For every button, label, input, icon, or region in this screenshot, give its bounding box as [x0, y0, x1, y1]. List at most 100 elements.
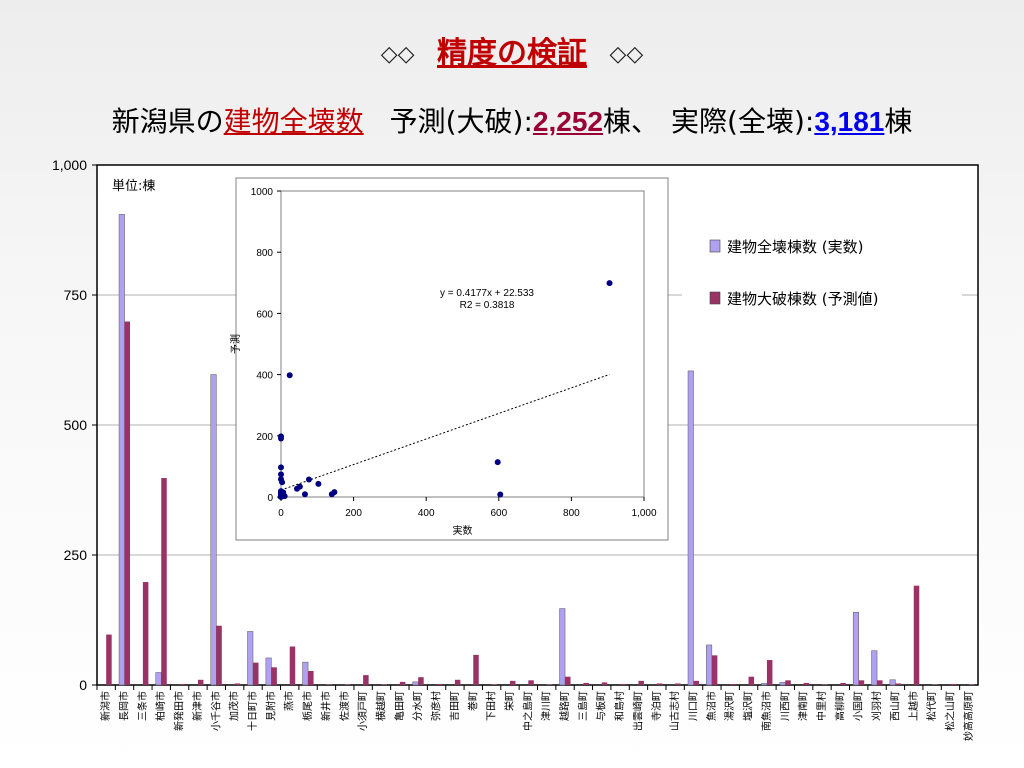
bar-category-label: 高柳町 [833, 691, 846, 721]
bar-category-label: 山古志村 [668, 691, 681, 731]
scatter-x-tick-label: 200 [345, 508, 362, 519]
bar-actual [265, 657, 272, 686]
bar-predicted [858, 680, 865, 685]
bar-predicted [840, 682, 846, 685]
title-decoration-left: ◇◇ [380, 42, 415, 67]
scatter-point [606, 280, 613, 287]
scatter-y-tick-label: 800 [256, 248, 273, 259]
bar-y-tick-label: 750 [64, 287, 88, 303]
scatter-plot-area [280, 190, 645, 498]
bar-predicted [803, 682, 810, 685]
bar-category-label: 上越市 [907, 691, 920, 721]
bar-predicted [620, 683, 626, 685]
bar-predicted [656, 683, 663, 685]
scatter-x-axis-label: 実数 [453, 524, 473, 537]
bar-category-label: 新井市 [319, 691, 332, 721]
bar-predicted [326, 684, 332, 685]
bar-y-tick-label: 0 [79, 677, 87, 693]
bar-predicted [308, 670, 314, 685]
bar-predicted [491, 684, 498, 685]
scatter-point [278, 464, 284, 471]
scatter-point [278, 435, 284, 442]
legend-swatch [709, 291, 721, 305]
scatter-point [301, 491, 308, 498]
bar-predicted [418, 677, 424, 685]
bar-predicted [785, 680, 791, 685]
scatter-y-tick-label: 200 [256, 432, 273, 443]
bar-actual [210, 374, 217, 686]
regression-equation: y = 0.4177x + 22.533 [440, 288, 534, 299]
bar-predicted [528, 680, 534, 685]
bar-actual [761, 683, 768, 686]
bar-category-label: 与板町 [595, 691, 608, 721]
bar-category-label: 妙高高原町 [962, 691, 975, 741]
bar-category-label: 小千谷市 [209, 691, 222, 731]
bar-predicted [565, 676, 571, 685]
bar-predicted [161, 478, 167, 685]
bar-actual [412, 681, 419, 686]
bar-predicted [234, 683, 241, 685]
scatter-y-tick-label: 400 [256, 371, 273, 382]
bar-category-label: 巻町 [467, 691, 479, 711]
bar-predicted [509, 680, 516, 685]
predicted-value: 2,252 [532, 106, 603, 137]
bar-predicted [381, 684, 387, 685]
bar-category-label: 三島町 [576, 691, 589, 721]
slide-subtitle: 新潟県の建物全壊数 予測(大破):2,252棟、 実際(全壊):3,181棟 [0, 100, 1024, 140]
bar-predicted [473, 654, 479, 685]
bar-category-label: 川口町 [689, 691, 700, 721]
bar-actual [871, 650, 878, 686]
bar-category-label: 塩沢町 [742, 691, 755, 721]
scatter-x-tick-label: 0 [278, 508, 284, 519]
bar-predicted [436, 683, 443, 685]
bar-predicted [216, 625, 222, 685]
bar-y-tick-label: 250 [64, 547, 88, 563]
bar-predicted [253, 662, 259, 685]
scatter-point [494, 459, 501, 466]
bar-category-label: 越路町 [558, 691, 571, 721]
bar-predicted [748, 676, 755, 685]
legend-label: 建物大破棟数 (予測値) [727, 290, 878, 308]
bar-actual [889, 679, 896, 686]
scatter-x-tick-label: 400 [418, 508, 435, 519]
bar-category-label: 松之山町 [943, 691, 956, 731]
legend-label: 建物全壊棟数 (実数) [727, 238, 863, 256]
bar-predicted [583, 682, 589, 685]
bar-predicted [711, 655, 718, 685]
bar-category-label: 魚沼市 [705, 691, 718, 721]
bar-predicted [106, 634, 112, 685]
legend-box [682, 222, 962, 326]
bar-predicted [730, 683, 736, 685]
bar-predicted [197, 679, 204, 685]
bar-predicted [546, 684, 553, 685]
bar-actual [155, 672, 162, 686]
legend-swatch [709, 239, 721, 253]
bar-predicted [638, 680, 644, 685]
bar-predicted [950, 683, 956, 685]
bar-category-label: 松代町 [925, 691, 938, 721]
scatter-x-tick-label: 1,000 [631, 508, 656, 519]
bar-predicted [124, 321, 131, 685]
scatter-point [328, 491, 335, 498]
bar-category-label: 分水町 [412, 691, 424, 721]
bar-category-label: 下田村 [485, 691, 498, 721]
bar-predicted [693, 680, 700, 685]
bar-category-label: 新発田市 [173, 691, 186, 731]
scatter-x-tick-label: 800 [563, 508, 580, 519]
actual-label: 実際(全壊): [671, 105, 815, 138]
bar-predicted [968, 684, 975, 685]
bar-category-label: 三条市 [136, 691, 149, 721]
scatter-point [279, 479, 286, 486]
bar-predicted [271, 667, 277, 685]
bar-category-label: 弥彦村 [430, 691, 443, 721]
title-decoration-right: ◇◇ [609, 42, 644, 67]
bar-category-label: 長岡市 [118, 691, 131, 721]
bar-category-label: 柏崎市 [154, 691, 167, 721]
scatter-point [293, 485, 300, 492]
subtitle-keyword: 建物全壊数 [223, 105, 364, 138]
bar-category-label: 川西町 [780, 691, 791, 721]
bar-category-label: 栃尾市 [301, 691, 314, 721]
bar-category-label: 新潟市 [99, 691, 112, 721]
bar-category-label: 南魚沼市 [760, 691, 773, 731]
